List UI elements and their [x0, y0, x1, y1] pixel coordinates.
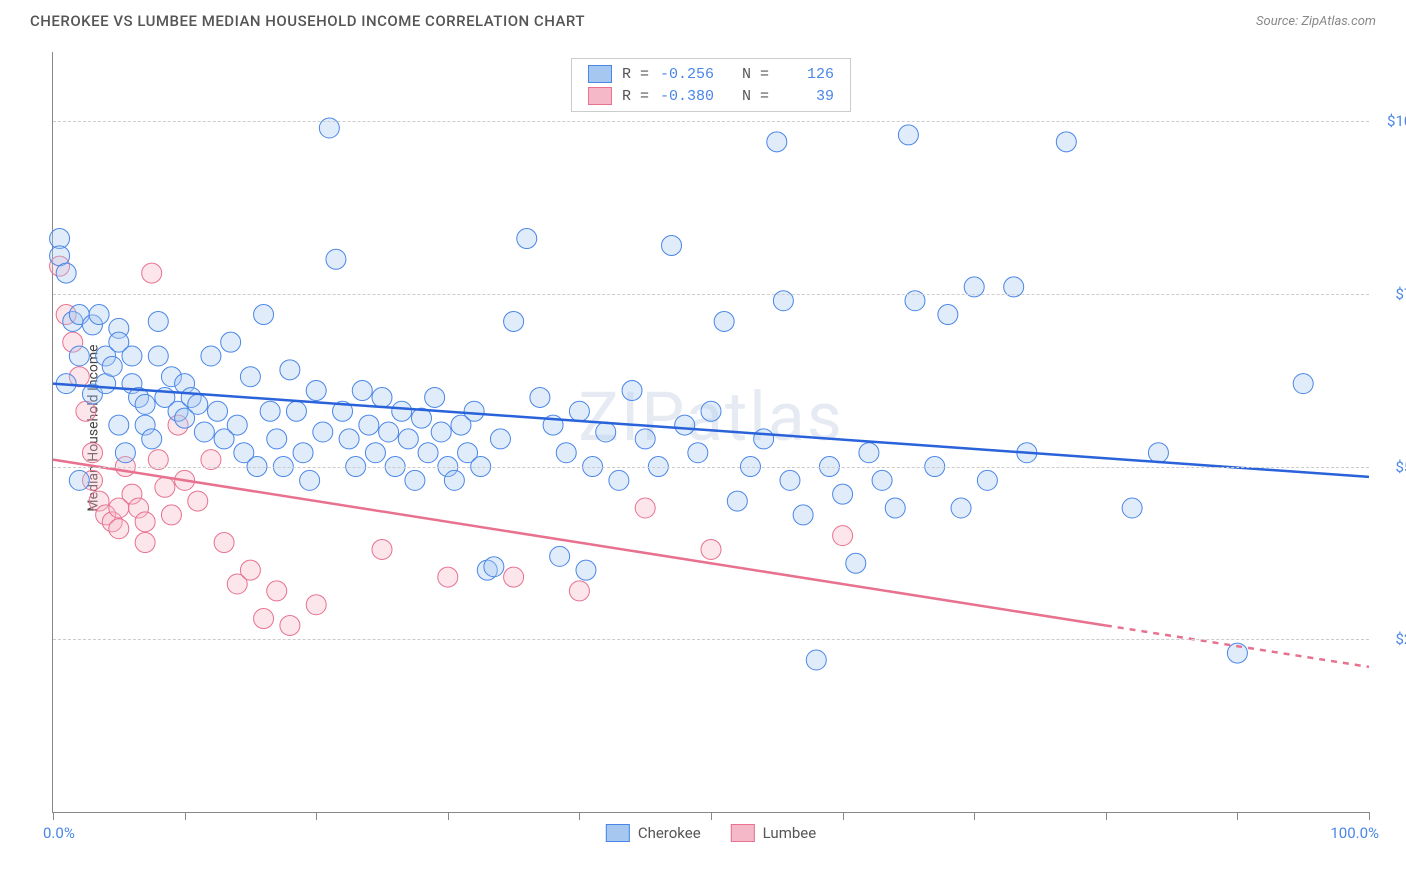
legend-item-cherokee: Cherokee	[606, 824, 701, 842]
lumbee-swatch	[588, 87, 612, 105]
x-axis-start-label: 0.0%	[43, 824, 75, 842]
cherokee-swatch	[588, 65, 612, 83]
x-tick	[711, 812, 712, 820]
chart-plot-area: ZIPatlas R = -0.256 N = 126 R = -0.380 N…	[52, 52, 1369, 813]
source-attribution: Source: ZipAtlas.com	[1256, 14, 1376, 29]
chart-title: CHEROKEE VS LUMBEE MEDIAN HOUSEHOLD INCO…	[30, 12, 585, 30]
cherokee-r-value: -0.256	[659, 66, 714, 83]
y-tick-label: $100,000	[1379, 112, 1406, 130]
legend-label: Lumbee	[763, 824, 817, 842]
gridline	[53, 121, 1369, 122]
series-legend: Cherokee Lumbee	[606, 824, 816, 842]
stats-row-cherokee: R = -0.256 N = 126	[588, 63, 834, 85]
stats-row-lumbee: R = -0.380 N = 39	[588, 85, 834, 107]
gridline	[53, 467, 1369, 468]
scatter-plot-svg	[53, 52, 1369, 812]
x-tick	[448, 812, 449, 820]
n-label: N =	[724, 66, 769, 83]
x-tick	[1237, 812, 1238, 820]
x-tick	[185, 812, 186, 820]
legend-item-lumbee: Lumbee	[731, 824, 817, 842]
x-tick	[316, 812, 317, 820]
gridline	[53, 639, 1369, 640]
r-label: R =	[622, 88, 649, 105]
x-tick	[1369, 812, 1370, 820]
lumbee-n-value: 39	[779, 88, 834, 105]
lumbee-r-value: -0.380	[659, 88, 714, 105]
y-tick-label: $75,000	[1379, 285, 1406, 303]
x-tick	[53, 812, 54, 820]
x-tick	[843, 812, 844, 820]
x-tick	[1106, 812, 1107, 820]
cherokee-swatch	[606, 824, 630, 842]
y-tick-label: $25,000	[1379, 630, 1406, 648]
lumbee-swatch	[731, 824, 755, 842]
r-label: R =	[622, 66, 649, 83]
cherokee-n-value: 126	[779, 66, 834, 83]
n-label: N =	[724, 88, 769, 105]
gridline	[53, 294, 1369, 295]
y-tick-label: $50,000	[1379, 458, 1406, 476]
correlation-stats-box: R = -0.256 N = 126 R = -0.380 N = 39	[571, 58, 851, 112]
x-tick	[579, 812, 580, 820]
x-tick	[974, 812, 975, 820]
legend-label: Cherokee	[638, 824, 701, 842]
x-axis-end-label: 100.0%	[1330, 824, 1379, 842]
